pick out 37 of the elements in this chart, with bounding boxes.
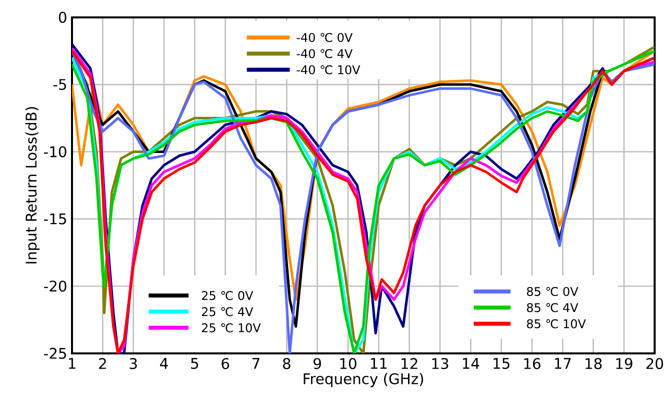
x-tick-label: 5 — [191, 358, 198, 369]
legend-label: 85 ℃ 4V — [526, 303, 578, 312]
y-tick-label: 0 — [58, 12, 66, 23]
y-tick-label: -20 — [44, 280, 66, 292]
x-tick-label: 8 — [283, 358, 290, 370]
x-tick-label: 19 — [616, 358, 632, 370]
x-tick-label: 12 — [402, 358, 418, 369]
x-axis-title: Frequency (GHz) — [304, 372, 424, 388]
x-tick-label: 15 — [494, 358, 510, 369]
x-tick-label: 16 — [524, 358, 540, 370]
x-tick-label: 9 — [314, 358, 321, 370]
x-tick-label: 2 — [99, 358, 106, 369]
x-tick-label: 1 — [68, 358, 76, 369]
x-tick-label: 3 — [130, 358, 137, 370]
legend-label: 85 ℃ 10V — [526, 319, 586, 328]
legend-label: -40 ℃ 10V — [296, 65, 360, 74]
legend-label: -40 ℃ 0V — [296, 32, 353, 42]
x-tick-label: 11 — [370, 358, 387, 369]
legend-label: -40 ℃ 4V — [296, 49, 353, 58]
x-tick-label: 18 — [586, 358, 602, 370]
legend-label: 25 ℃ 10V — [202, 323, 261, 332]
x-tick-label: 10 — [340, 358, 356, 370]
legend-label: 25 ℃ 4V — [202, 307, 254, 316]
legend-label: 25 ℃ 0V — [202, 291, 254, 300]
y-axis-title: Input Return Loss(dB) — [25, 107, 40, 264]
x-tick-label: 17 — [554, 358, 571, 369]
y-tick-label: -25 — [44, 348, 66, 359]
x-tick-label: 13 — [432, 358, 448, 370]
legend-label: 85 ℃ 0V — [526, 286, 578, 296]
x-tick-label: 20 — [646, 358, 664, 370]
x-tick-label: 14 — [462, 358, 480, 369]
x-tick-label: 4 — [160, 358, 168, 369]
x-tick-label: 6 — [222, 358, 230, 370]
y-tick-label: -15 — [44, 213, 66, 224]
x-tick-label: 7 — [252, 358, 260, 369]
y-tick-label: -10 — [44, 146, 66, 158]
y-tick-label: -5 — [53, 79, 66, 90]
